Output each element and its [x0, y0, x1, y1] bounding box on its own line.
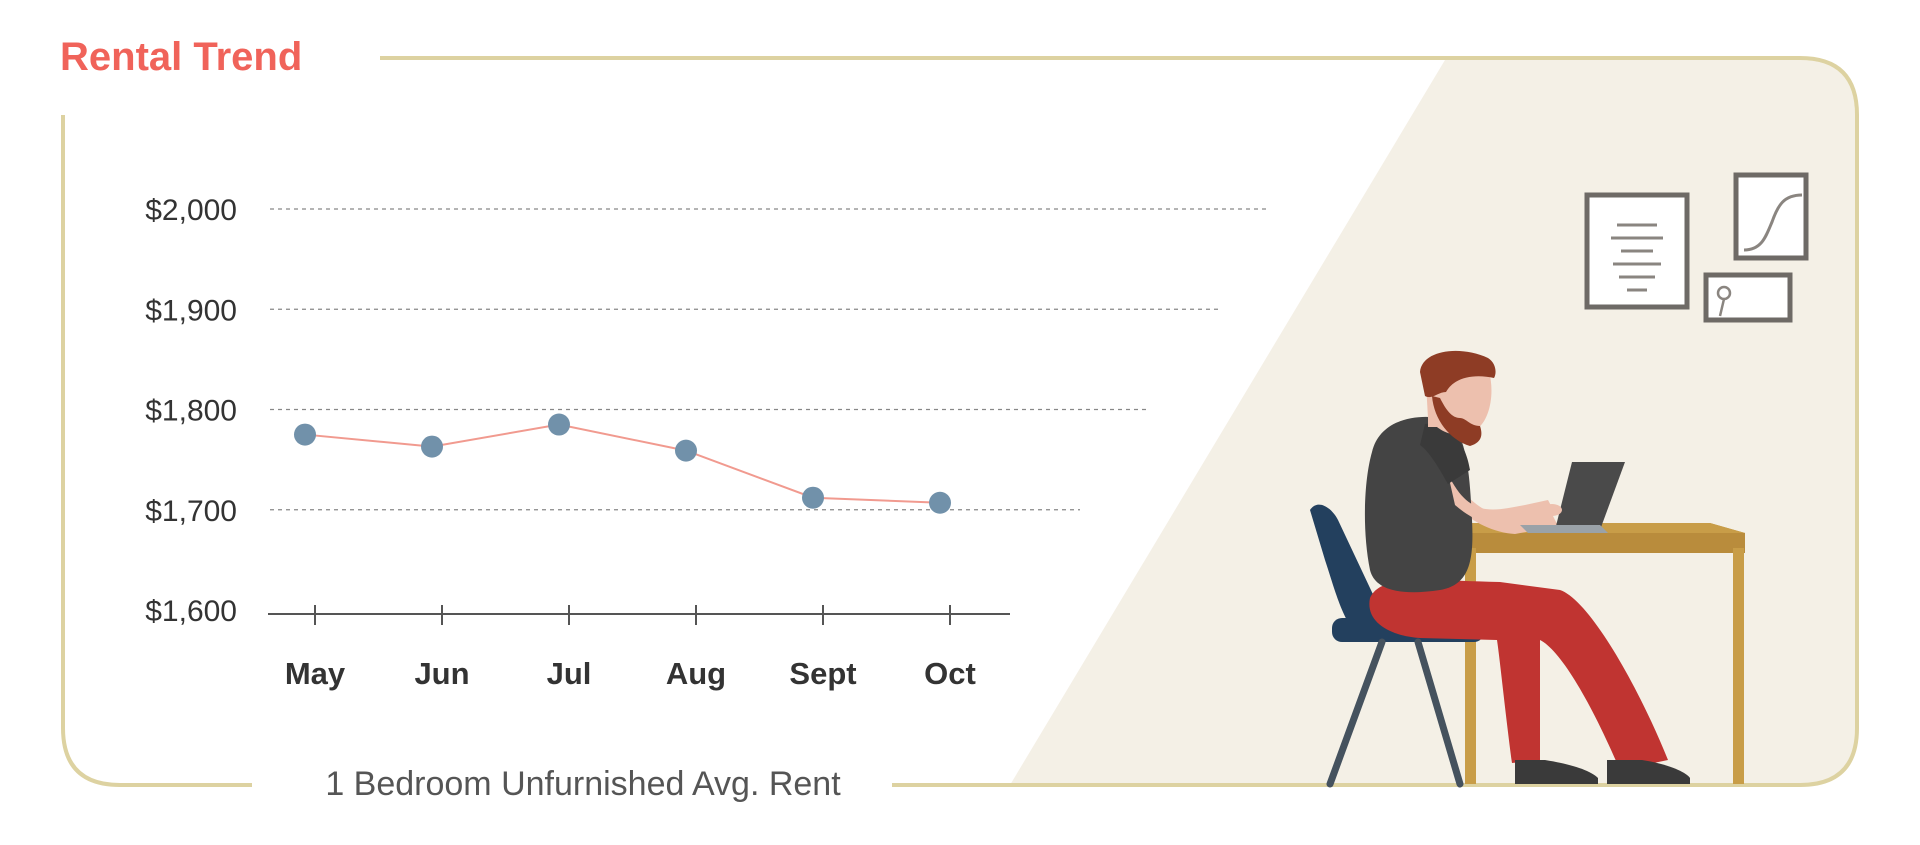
data-point [675, 439, 697, 462]
data-point [294, 423, 316, 446]
x-tick-label: Sept [789, 656, 856, 691]
x-tick-label: May [285, 656, 346, 691]
flower-frame-icon [1703, 272, 1793, 323]
data-point [929, 491, 951, 514]
y-tick-label: $1,800 [145, 395, 237, 428]
data-point [548, 413, 570, 436]
chart-caption: 1 Bedroom Unfurnished Avg. Rent [325, 765, 841, 803]
gridlines [270, 208, 1270, 511]
x-tick-label: Aug [666, 656, 726, 691]
x-tick-label: Jun [414, 656, 469, 691]
shoes [1515, 760, 1690, 784]
laptop [1520, 462, 1625, 533]
pants [1369, 580, 1668, 770]
y-axis-tick-labels: $1,600 $1,700 $1,800 $1,900 $2,000 [145, 194, 237, 628]
x-axis: May Jun Jul Aug Sept Oct [268, 605, 1010, 691]
chart-frame [61, 56, 1859, 787]
series-rent-line [294, 413, 951, 514]
data-point [802, 486, 824, 509]
hand [1542, 504, 1562, 516]
x-tick-label: Oct [924, 656, 976, 691]
sigmoid-chart-frame-icon [1733, 172, 1809, 261]
y-tick-label: $2,000 [145, 194, 237, 227]
person-typing-on-laptop-illustration [1310, 350, 1745, 788]
chart-title: Rental Trend [60, 35, 302, 79]
y-tick-label: $1,700 [145, 495, 237, 528]
y-tick-label: $1,600 [145, 595, 237, 628]
front-arm [1448, 474, 1556, 525]
document-frame-icon [1584, 192, 1690, 310]
data-point [421, 435, 443, 458]
series-line [304, 423, 941, 504]
y-tick-label: $1,900 [145, 294, 237, 327]
x-tick-label: Jul [547, 656, 592, 691]
head [1420, 350, 1496, 446]
